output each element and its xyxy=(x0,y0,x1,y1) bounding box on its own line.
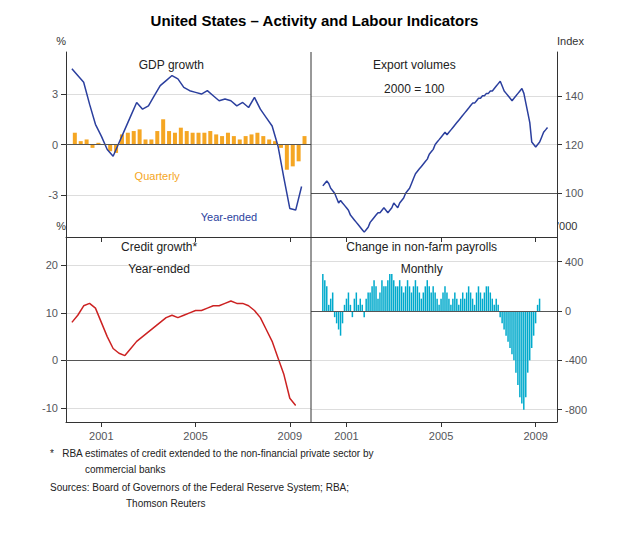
svg-text:2009: 2009 xyxy=(523,430,547,442)
svg-text:%: % xyxy=(56,220,66,232)
svg-text:2005: 2005 xyxy=(183,430,207,442)
svg-text:* RBA estimates of credit ex: * RBA estimates of credit extended to th… xyxy=(50,448,374,459)
svg-text:Year-ended: Year-ended xyxy=(201,211,257,223)
svg-text:Thomson Reuters: Thomson Reuters xyxy=(126,498,205,509)
svg-text:0: 0 xyxy=(565,305,571,317)
svg-text:Index: Index xyxy=(557,35,584,47)
svg-text:Monthly: Monthly xyxy=(401,262,443,276)
svg-text:20: 20 xyxy=(46,259,58,271)
svg-text:3: 3 xyxy=(52,88,58,100)
svg-text:-800: -800 xyxy=(565,404,587,416)
svg-text:Year-ended: Year-ended xyxy=(128,262,190,276)
svg-text:2001: 2001 xyxy=(89,430,113,442)
svg-text:Export volumes: Export volumes xyxy=(373,58,456,72)
svg-text:Credit growth*: Credit growth* xyxy=(121,240,197,254)
svg-text:10: 10 xyxy=(46,307,58,319)
svg-text:-3: -3 xyxy=(48,189,58,201)
svg-text:%: % xyxy=(56,35,66,47)
svg-text:140: 140 xyxy=(565,90,583,102)
svg-text:'000: '000 xyxy=(557,220,577,232)
svg-text:Sources: Board of Governors of: Sources: Board of Governors of the Feder… xyxy=(50,482,349,493)
svg-text:2000 = 100: 2000 = 100 xyxy=(384,82,445,96)
svg-text:Change in non-farm payrolls: Change in non-farm payrolls xyxy=(346,240,497,254)
svg-text:-10: -10 xyxy=(42,402,58,414)
svg-text:Quarterly: Quarterly xyxy=(135,170,181,182)
svg-text:2009: 2009 xyxy=(278,430,302,442)
svg-text:United States – Activity and L: United States – Activity and Labour Indi… xyxy=(151,12,479,29)
svg-text:commercial banks: commercial banks xyxy=(85,464,166,475)
svg-text:GDP growth: GDP growth xyxy=(139,58,204,72)
svg-text:0: 0 xyxy=(52,139,58,151)
svg-text:0: 0 xyxy=(52,354,58,366)
svg-text:400: 400 xyxy=(565,256,583,268)
svg-text:100: 100 xyxy=(565,187,583,199)
svg-text:-400: -400 xyxy=(565,354,587,366)
svg-text:2005: 2005 xyxy=(429,430,453,442)
svg-text:2001: 2001 xyxy=(334,430,358,442)
svg-text:120: 120 xyxy=(565,139,583,151)
